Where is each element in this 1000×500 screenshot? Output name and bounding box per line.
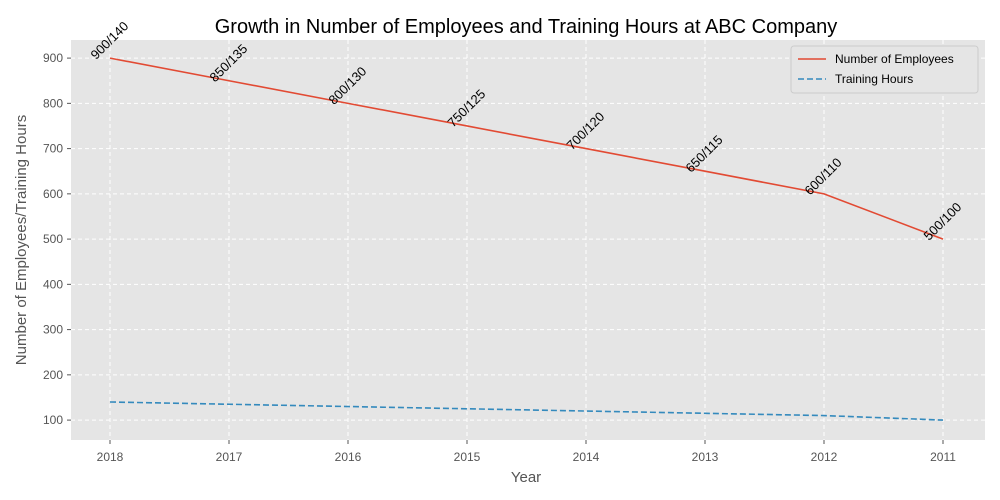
x-tick-label: 2013	[692, 450, 719, 464]
y-tick-label: 600	[43, 187, 63, 201]
x-tick-label: 2012	[811, 450, 838, 464]
series-line-0	[109, 57, 944, 240]
series-line-1	[109, 401, 944, 421]
x-tick-label: 2011	[930, 450, 956, 464]
chart-title: Growth in Number of Employees and Traini…	[215, 16, 838, 38]
y-tick-label: 400	[43, 277, 63, 291]
y-axis: 100 200 300 400 500 600 700 800 900	[43, 51, 71, 427]
grid-lines	[71, 40, 985, 440]
y-tick-label: 500	[43, 232, 63, 246]
y-tick-label: 700	[43, 142, 63, 156]
series-group	[109, 57, 944, 421]
y-tick-label: 100	[43, 413, 63, 427]
x-tick-label: 2015	[454, 450, 481, 464]
legend: Number of Employees Training Hours	[790, 45, 979, 94]
x-tick-label: 2014	[573, 450, 600, 464]
y-axis-label: Number of Employees/Training Hours	[13, 115, 30, 365]
x-axis: 2018 2017 2016 2015 2014 2013 2012 2011	[97, 440, 956, 464]
y-tick-label: 300	[43, 323, 63, 337]
x-tick-label: 2016	[335, 450, 362, 464]
legend-box	[790, 45, 979, 94]
x-axis-label: Year	[511, 469, 541, 486]
y-tick-label: 800	[43, 96, 63, 110]
legend-label-training-hours: Training Hours	[835, 72, 913, 86]
x-tick-label: 2018	[97, 450, 124, 464]
y-tick-label: 900	[43, 51, 63, 65]
plot-area	[71, 40, 985, 440]
x-tick-label: 2017	[216, 450, 243, 464]
y-tick-label: 200	[43, 368, 63, 382]
legend-label-employees: Number of Employees	[835, 52, 954, 66]
